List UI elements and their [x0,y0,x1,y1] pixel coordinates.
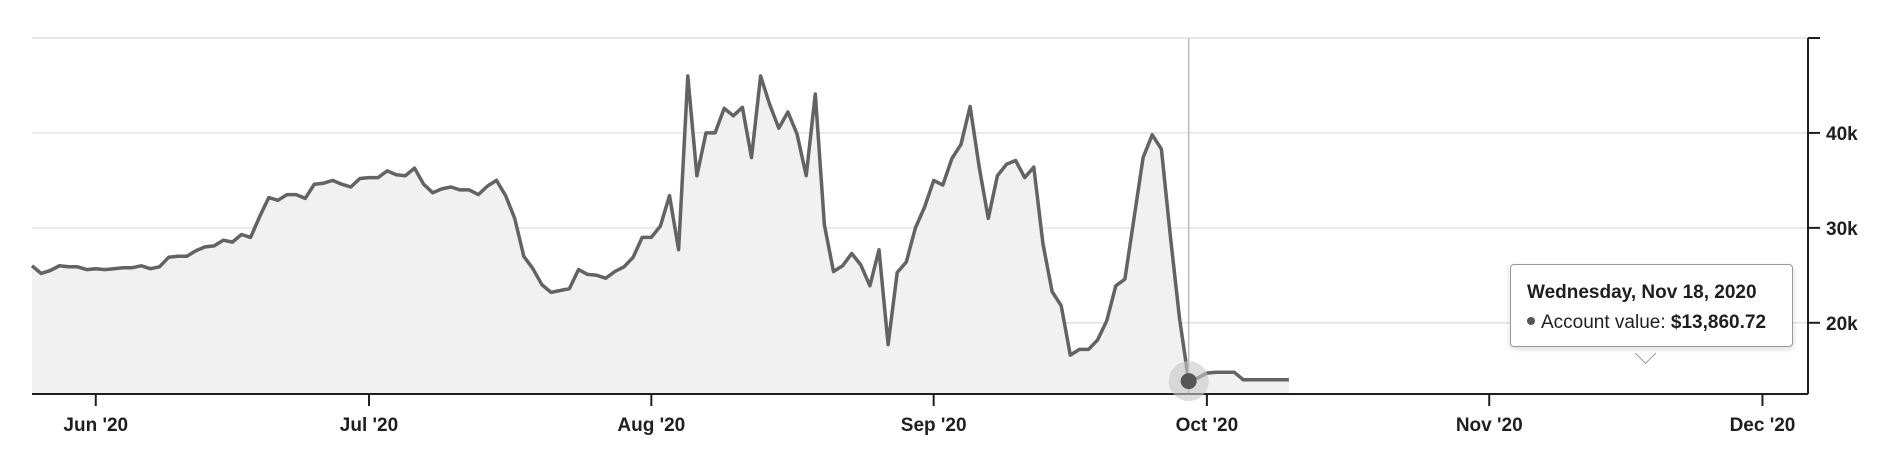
y-tick-label: 40k [1826,124,1858,145]
y-axis-ticks: 20k 30k 40k [1808,37,1858,335]
x-tick-label: Nov '20 [1456,415,1523,436]
hover-tooltip: Wednesday, Nov 18, 2020 Account value: $… [1510,264,1793,347]
tooltip-value: $13,860.72 [1670,312,1767,333]
axes [32,38,1809,395]
hover-point-marker[interactable] [1180,373,1197,390]
x-tick-label: Aug '20 [617,415,685,436]
account-value-line [30,74,1289,383]
x-tick-label: Jul '20 [340,415,398,436]
series-bullet-icon [1527,316,1535,325]
tooltip-label: Account value: [1541,312,1666,333]
x-axis-ticks: Jun '20 Jul '20 Aug '20 Sep '20 Oct '20 Nov '… [63,394,1795,436]
y-tick-label: 30k [1826,219,1858,240]
tooltip-date: Wednesday, Nov 18, 2020 [1527,282,1757,303]
tooltip-value-row: Account value: $13,860.72 [1527,312,1792,334]
x-tick-label: Dec '20 [1730,415,1796,436]
x-tick-label: Oct '20 [1176,415,1239,436]
y-tick-label: 20k [1826,314,1858,335]
x-tick-label: Sep '20 [901,415,967,436]
x-tick-label: Jun '20 [63,415,128,436]
account-value-area [32,76,1289,394]
